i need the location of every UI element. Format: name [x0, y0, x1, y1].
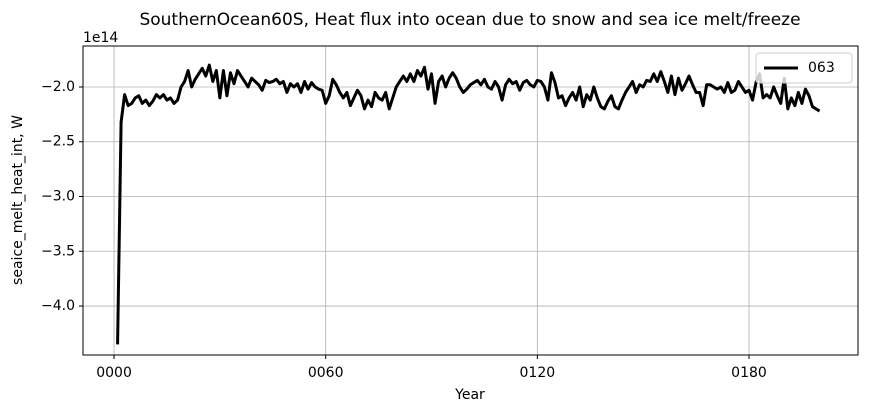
- x-tick-label: 0060: [308, 365, 344, 381]
- y-tick-label: −4.0: [41, 298, 75, 314]
- x-tick-label: 0180: [731, 365, 767, 381]
- legend-label: 063: [808, 60, 835, 76]
- plot-frame: [82, 45, 859, 356]
- y-tick-label: −2.0: [41, 79, 75, 95]
- y-tick-label: −3.0: [41, 189, 75, 205]
- y-axis-label: seaice_melt_heat_int, W: [10, 115, 26, 285]
- x-axis-label: Year: [454, 387, 485, 403]
- x-tick-label: 0000: [96, 365, 132, 381]
- data-line: [116, 63, 821, 345]
- y-tick-label: −3.5: [41, 243, 75, 259]
- legend-box: [755, 52, 853, 84]
- offset-label: 1e14: [83, 30, 118, 46]
- chart-title: SouthernOcean60S, Heat flux into ocean d…: [139, 10, 800, 30]
- x-tick-label: 0120: [520, 365, 556, 381]
- y-tick-label: −2.5: [41, 134, 75, 150]
